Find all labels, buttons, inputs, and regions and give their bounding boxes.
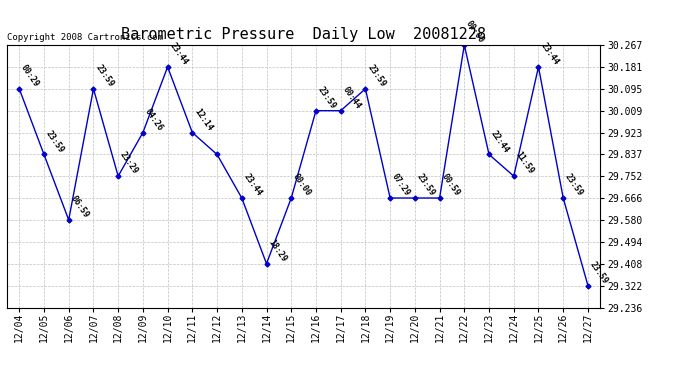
Text: 23:59: 23:59 — [415, 172, 437, 198]
Text: 23:59: 23:59 — [316, 85, 337, 111]
Text: 00:44: 00:44 — [341, 85, 362, 111]
Text: 22:44: 22:44 — [489, 129, 511, 154]
Text: 23:59: 23:59 — [93, 63, 115, 89]
Text: 00:00: 00:00 — [464, 20, 486, 45]
Text: Copyright 2008 Cartronics.com: Copyright 2008 Cartronics.com — [7, 33, 163, 42]
Text: 23:59: 23:59 — [563, 172, 585, 198]
Text: 06:59: 06:59 — [69, 194, 90, 220]
Text: 23:59: 23:59 — [44, 129, 66, 154]
Text: 12:14: 12:14 — [193, 107, 214, 133]
Text: 23:44: 23:44 — [168, 41, 189, 67]
Text: 00:29: 00:29 — [19, 63, 41, 89]
Text: 04:26: 04:26 — [143, 107, 165, 133]
Text: 00:59: 00:59 — [440, 172, 462, 198]
Text: 00:00: 00:00 — [291, 172, 313, 198]
Text: 23:59: 23:59 — [366, 63, 387, 89]
Text: 23:44: 23:44 — [538, 41, 560, 67]
Text: 18:29: 18:29 — [266, 238, 288, 264]
Text: 23:29: 23:29 — [118, 150, 140, 176]
Text: 23:44: 23:44 — [241, 172, 264, 198]
Text: 23:59: 23:59 — [588, 260, 610, 286]
Text: 07:29: 07:29 — [390, 172, 412, 198]
Text: 11:59: 11:59 — [514, 150, 535, 176]
Title: Barometric Pressure  Daily Low  20081228: Barometric Pressure Daily Low 20081228 — [121, 27, 486, 42]
